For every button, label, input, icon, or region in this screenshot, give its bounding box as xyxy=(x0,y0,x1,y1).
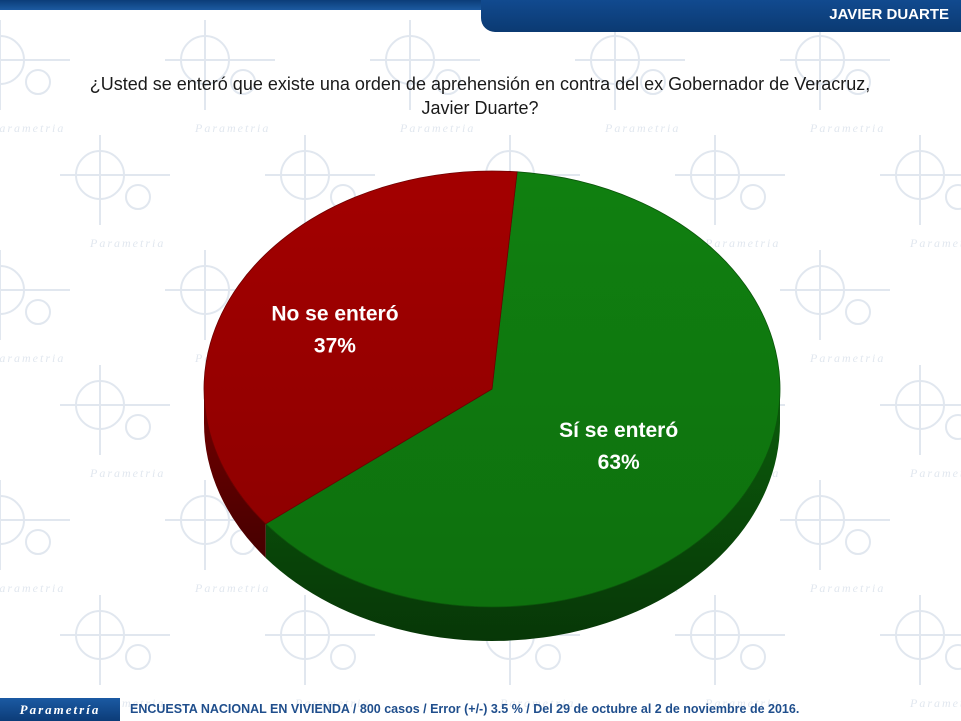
watermark-text: Parametria xyxy=(909,696,961,710)
watermark-tile: Parametria xyxy=(165,20,275,135)
watermark-text: Parametria xyxy=(89,236,165,250)
footer-note: ENCUESTA NACIONAL EN VIVIENDA / 800 caso… xyxy=(130,702,800,716)
pie-label-si: Sí se enteró xyxy=(559,419,678,442)
watermark-text: Parametria xyxy=(809,121,885,135)
top-bar xyxy=(0,0,961,10)
watermark-text: Parametria xyxy=(499,696,575,710)
watermark-tile: Parametria xyxy=(675,135,785,250)
watermark-text: Parametria xyxy=(0,581,65,595)
watermark-text: Parametria xyxy=(89,466,165,480)
watermark-tile: Parametria xyxy=(780,250,890,365)
footer-logo: Parametría xyxy=(0,698,120,721)
watermark-tile: Parametria xyxy=(880,595,961,710)
watermark-tile: Parametria xyxy=(60,135,170,250)
watermark-tile: Parametria xyxy=(675,595,785,710)
watermark-text: Parametria xyxy=(294,696,370,710)
question-title: ¿Usted se enteró que existe una orden de… xyxy=(40,72,920,120)
watermark-tile: Parametria xyxy=(780,480,890,595)
watermark-tile: Parametria xyxy=(370,20,480,135)
watermark-text: Parametria xyxy=(0,121,65,135)
question-line-1: ¿Usted se enteró que existe una orden de… xyxy=(89,74,871,94)
watermark-tile: Parametria xyxy=(265,595,375,710)
question-line-2: Javier Duarte? xyxy=(421,98,539,118)
watermark-tile: Parametria xyxy=(60,365,170,480)
watermark-tile: Parametria xyxy=(575,20,685,135)
pie-side-no xyxy=(204,389,266,558)
pie-value-si: 63% xyxy=(598,451,640,474)
watermark-text: Parametria xyxy=(0,351,65,365)
watermark-text: Parametria xyxy=(399,121,475,135)
watermark-text: Parametria xyxy=(194,581,270,595)
pie-value-no: 37% xyxy=(314,335,356,358)
watermark-tile: Parametria xyxy=(0,480,70,595)
watermark-text: Parametria xyxy=(909,236,961,250)
header-tab: JAVIER DUARTE xyxy=(481,0,961,32)
watermark-text: Parametria xyxy=(909,466,961,480)
pie-side-si xyxy=(265,389,780,641)
watermark-text: Parametria xyxy=(194,121,270,135)
watermark-text: Parametria xyxy=(704,696,780,710)
header-title: JAVIER DUARTE xyxy=(829,6,949,23)
watermark-tile: Parametria xyxy=(0,250,70,365)
watermark-text: Parametria xyxy=(809,581,885,595)
watermark-tile: Parametria xyxy=(0,20,70,135)
watermark-tile: Parametria xyxy=(880,135,961,250)
pie-slice-si-se-entero xyxy=(265,171,781,608)
footer: Parametría ENCUESTA NACIONAL EN VIVIENDA… xyxy=(0,698,961,721)
watermark-text: Parametria xyxy=(704,236,780,250)
watermark-tile: Parametria xyxy=(165,480,275,595)
pie-slice-no-se-entero xyxy=(203,170,518,525)
watermark-text: Parametria xyxy=(809,351,885,365)
pie-label-no: No se enteró xyxy=(271,303,398,326)
watermark-text: Parametria xyxy=(604,121,680,135)
watermark-tile: Parametria xyxy=(780,20,890,135)
watermark-tile: Parametria xyxy=(880,365,961,480)
